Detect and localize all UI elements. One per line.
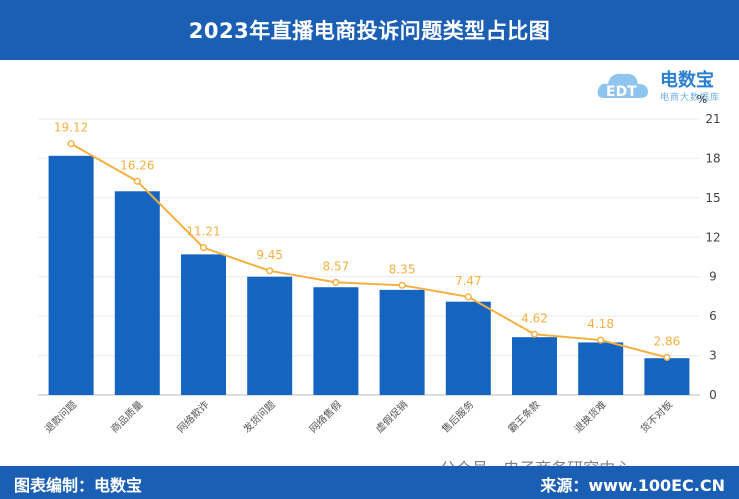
bar-line-chart: 19.12 16.26 11.21 9.45 8.57 8.35 7.47 4.62 4.18 2… (38, 93, 721, 435)
x-tick-label: 退换货难 (571, 398, 608, 435)
line-point (464, 293, 472, 301)
bar (48, 155, 94, 395)
data-label: 4.62 (521, 311, 548, 325)
line-point (530, 330, 539, 338)
x-tick-label: 网络欺诈 (174, 398, 211, 435)
bar (578, 342, 624, 395)
data-labels: 19.12 16.26 11.21 9.45 8.57 8.35 7.47 4.62 4.18 2… (54, 121, 680, 349)
line-point (597, 336, 605, 344)
data-label: 19.12 (54, 121, 88, 135)
data-label: 9.45 (256, 248, 283, 262)
x-tick-label: 发货问题 (240, 398, 277, 435)
y-tick-label: 6 (709, 309, 717, 323)
bar (313, 287, 359, 395)
y-tick-label: 15 (705, 191, 720, 205)
x-tick-label: 虚假促销 (373, 398, 410, 435)
bar (644, 358, 690, 395)
footer-source: 来源：www.100EC.CN (540, 476, 725, 495)
logo-mark: EDT (606, 84, 637, 100)
x-axis-labels: 退款问题 商品质量 网络欺诈 发货问题 网络售假 虚假促销 售后服务 霸王条款 退换货难 货不对板 (42, 398, 675, 435)
x-tick-label: 售后服务 (439, 398, 476, 435)
x-tick-label: 退款问题 (42, 398, 79, 435)
y-tick-label: 3 (709, 349, 717, 363)
line-point (199, 244, 208, 252)
line-series (67, 140, 671, 361)
bar (247, 276, 293, 395)
bar (512, 337, 557, 395)
y-tick-label: 0 (709, 388, 717, 402)
line-point (332, 278, 340, 286)
y-axis-ticks: 0 3 6 9 12 15 18 21 (705, 112, 720, 402)
bars (48, 155, 690, 395)
y-tick-label: 18 (705, 151, 720, 165)
data-label: 7.47 (455, 274, 482, 288)
data-label: 8.35 (389, 262, 416, 276)
logo-name: 电数宝 (660, 70, 714, 91)
data-label: 4.18 (587, 317, 614, 331)
bar (445, 301, 491, 395)
line-point (266, 267, 274, 275)
bar (114, 191, 160, 395)
footer-bar: 图表编制：电数宝 来源：www.100EC.CN (0, 466, 739, 499)
title-bar: 2023年直播电商投诉问题类型占比图 (0, 0, 739, 60)
x-tick-label: 网络售假 (307, 398, 344, 435)
y-tick-label: 9 (709, 270, 717, 284)
logo-subtitle: 电商大数据库 (660, 93, 721, 103)
x-tick-label: 商品质量 (108, 398, 145, 435)
data-label: 8.57 (323, 259, 350, 273)
cloud-logo-icon: EDT (597, 73, 648, 100)
line-point (133, 177, 141, 185)
y-tick-label: 12 (705, 230, 720, 244)
bar (181, 254, 226, 395)
data-label: 11.21 (186, 225, 220, 239)
x-tick-label: 霸王条款 (505, 398, 542, 435)
data-label: 16.26 (120, 158, 154, 172)
y-unit-label: % (697, 93, 707, 106)
data-label: 2.86 (654, 334, 681, 348)
line-point (398, 281, 406, 289)
line-point (67, 140, 75, 148)
x-tick-label: 货不对板 (638, 398, 675, 435)
chart-title: 2023年直播电商投诉问题类型占比图 (188, 19, 551, 43)
line-path (70, 142, 668, 359)
y-tick-label: 21 (705, 112, 720, 126)
footer-credit: 图表编制：电数宝 (14, 476, 143, 495)
bar (379, 289, 425, 395)
line-point (663, 353, 671, 361)
brand-logo: EDT 电数宝 电商大数据库 (596, 66, 722, 106)
